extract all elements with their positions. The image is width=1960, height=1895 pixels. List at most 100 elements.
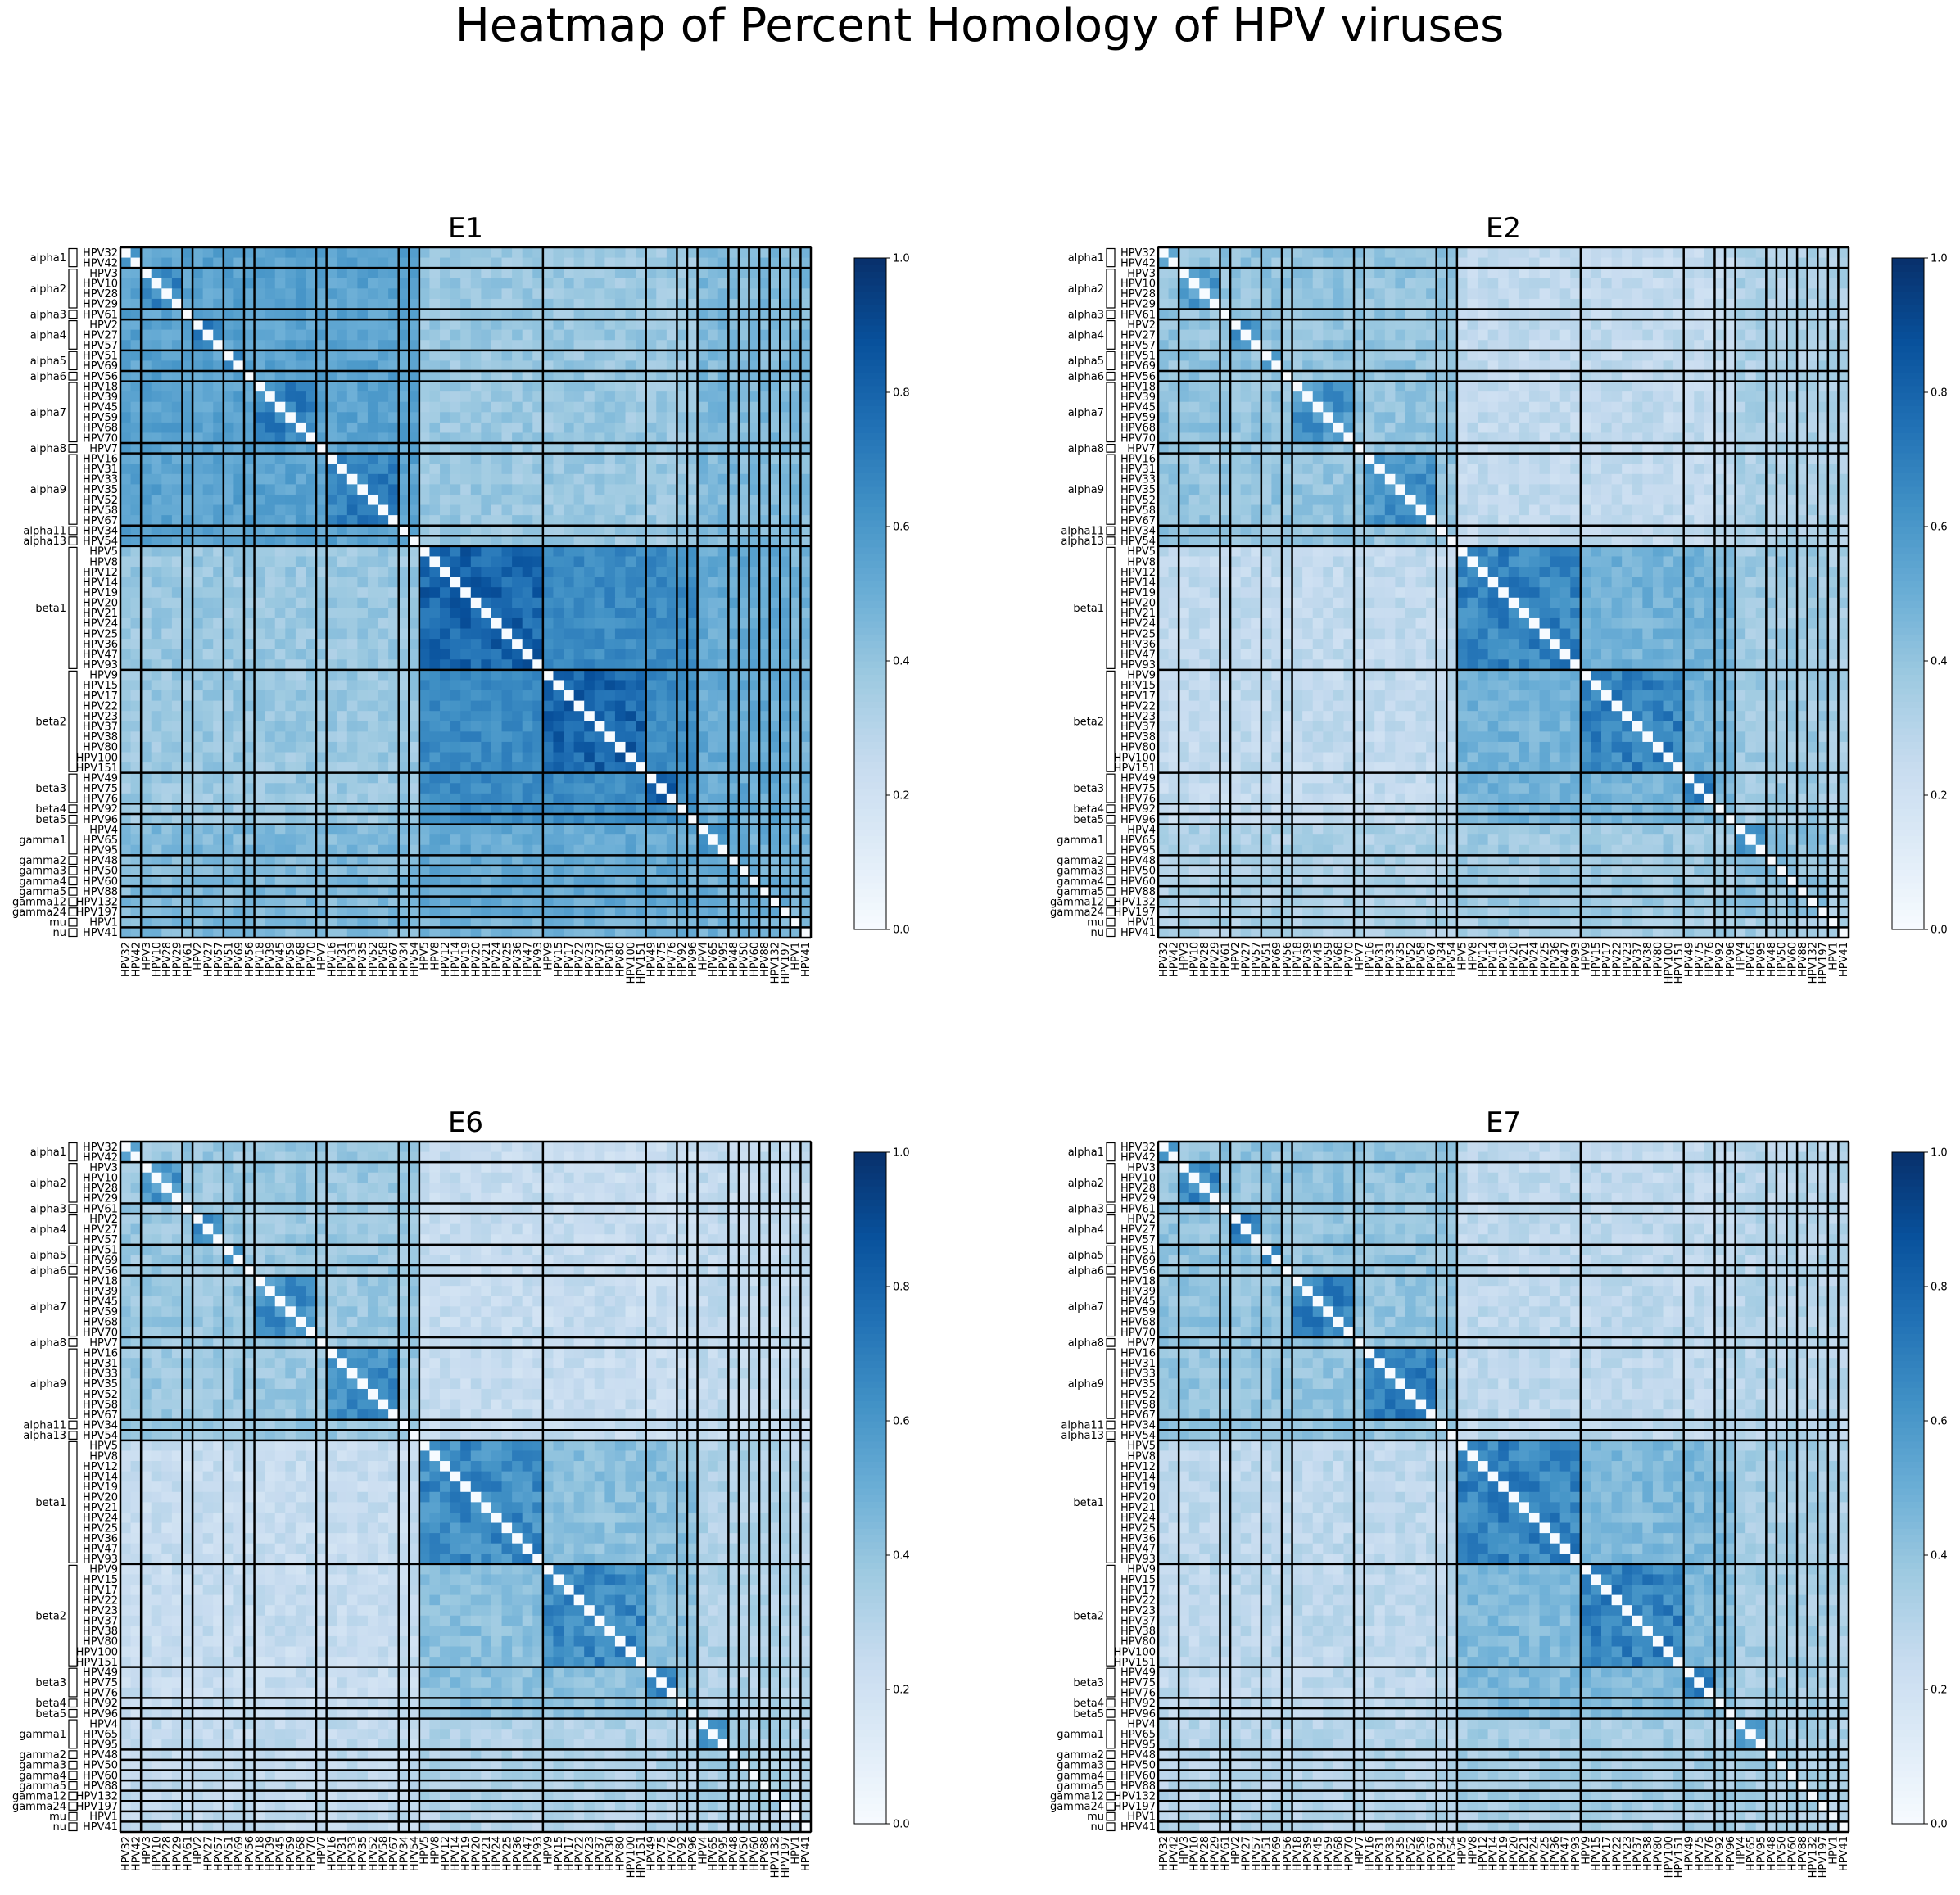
heatmap-cell bbox=[542, 567, 555, 578]
heatmap-cell bbox=[326, 659, 337, 671]
heatmap-cell bbox=[666, 443, 678, 455]
heatmap-cell bbox=[254, 762, 265, 774]
heatmap-cell bbox=[151, 453, 162, 464]
heatmap-cell bbox=[1508, 247, 1519, 259]
heatmap-cell bbox=[192, 370, 204, 382]
heatmap-cell bbox=[357, 700, 369, 712]
heatmap-cell bbox=[130, 464, 142, 475]
heatmap-cell bbox=[614, 824, 627, 835]
heatmap-cell bbox=[553, 536, 564, 547]
heatmap-cell bbox=[769, 783, 781, 794]
heatmap-cell bbox=[337, 608, 348, 619]
heatmap-cell bbox=[759, 886, 771, 898]
y-tick-label: HPV56 bbox=[83, 371, 118, 383]
colorbar-segment bbox=[854, 902, 886, 910]
heatmap-cell bbox=[708, 752, 719, 763]
heatmap-cell bbox=[285, 340, 296, 351]
heatmap-cell bbox=[429, 370, 441, 382]
heatmap-cell bbox=[625, 525, 636, 536]
group-label: alpha2 bbox=[30, 283, 66, 296]
heatmap-cell bbox=[346, 545, 358, 558]
heatmap-cell bbox=[171, 762, 183, 774]
heatmap-cell bbox=[564, 340, 575, 351]
heatmap-cell bbox=[604, 515, 616, 527]
heatmap-cell bbox=[306, 875, 317, 887]
heatmap-cell bbox=[254, 639, 265, 650]
heatmap-cell bbox=[141, 628, 152, 640]
heatmap-cell bbox=[1199, 257, 1211, 269]
heatmap-cell bbox=[388, 659, 400, 671]
heatmap-cell bbox=[728, 875, 740, 887]
heatmap-cell bbox=[656, 865, 668, 877]
heatmap-cell bbox=[564, 370, 575, 382]
heatmap-cell bbox=[295, 844, 307, 856]
heatmap-cell bbox=[636, 608, 647, 619]
heatmap-cell bbox=[130, 721, 142, 732]
heatmap-cell bbox=[636, 824, 647, 835]
heatmap-cell bbox=[171, 875, 183, 887]
heatmap-cell bbox=[759, 628, 771, 640]
colorbar-segment bbox=[854, 258, 886, 265]
heatmap-cell bbox=[409, 453, 420, 464]
heatmap-cell bbox=[656, 639, 668, 650]
heatmap-cell bbox=[182, 680, 193, 691]
heatmap-cell bbox=[254, 587, 265, 599]
heatmap-cell bbox=[171, 834, 183, 846]
heatmap-cell bbox=[171, 278, 183, 289]
heatmap-cell bbox=[614, 515, 627, 527]
heatmap-cell bbox=[295, 391, 307, 403]
heatmap-cell bbox=[233, 916, 245, 929]
heatmap-cell bbox=[316, 556, 328, 568]
y-tick-label: HPV67 bbox=[83, 515, 118, 527]
heatmap-cell bbox=[337, 762, 348, 774]
heatmap-cell bbox=[614, 401, 627, 413]
heatmap-cell bbox=[697, 464, 708, 475]
heatmap-cell bbox=[728, 608, 740, 619]
heatmap-cell bbox=[636, 340, 647, 351]
heatmap-cell bbox=[357, 556, 369, 568]
heatmap-cell bbox=[800, 649, 812, 660]
heatmap-cell bbox=[738, 752, 750, 763]
heatmap-cell bbox=[141, 896, 152, 907]
heatmap-cell bbox=[625, 649, 636, 660]
heatmap-cell bbox=[738, 340, 750, 351]
heatmap-cell bbox=[182, 886, 193, 898]
heatmap-cell bbox=[749, 700, 760, 712]
y-tick-label: HPV151 bbox=[76, 762, 118, 775]
heatmap-cell bbox=[749, 711, 760, 722]
heatmap-cell bbox=[491, 907, 503, 918]
heatmap-cell bbox=[337, 567, 348, 578]
heatmap-cell bbox=[800, 329, 812, 341]
group-label: gamma5 bbox=[19, 886, 66, 898]
group-labels: alpha1alpha2alpha3alpha4alpha5alpha6alph… bbox=[12, 247, 78, 939]
heatmap-cell bbox=[604, 370, 616, 382]
heatmap-cell bbox=[337, 721, 348, 732]
heatmap-cell bbox=[604, 504, 616, 516]
y-tick-label: HPV39 bbox=[83, 391, 118, 404]
heatmap-cell bbox=[749, 783, 760, 794]
heatmap-cell bbox=[759, 875, 771, 887]
heatmap-cell bbox=[553, 329, 564, 341]
heatmap-cell bbox=[636, 814, 647, 825]
heatmap-cell bbox=[306, 762, 317, 774]
heatmap-cell bbox=[728, 453, 740, 464]
heatmap-cell bbox=[233, 824, 245, 835]
heatmap-cell bbox=[800, 432, 812, 444]
heatmap-cell bbox=[501, 680, 513, 691]
heatmap-cell bbox=[697, 473, 708, 485]
heatmap-cell bbox=[584, 896, 595, 907]
heatmap-cell bbox=[429, 649, 441, 660]
heatmap-cell bbox=[429, 597, 441, 608]
heatmap-cell bbox=[326, 494, 337, 506]
heatmap-cell bbox=[326, 278, 337, 289]
heatmap-cell bbox=[512, 824, 523, 835]
heatmap-cell bbox=[233, 617, 245, 630]
heatmap-cell bbox=[1827, 257, 1840, 269]
heatmap-cell bbox=[378, 370, 389, 382]
heatmap-cell bbox=[687, 247, 699, 259]
heatmap-cell bbox=[717, 916, 729, 929]
heatmap-cell bbox=[265, 814, 276, 825]
heatmap-cell bbox=[130, 278, 142, 289]
heatmap-cell bbox=[243, 896, 256, 907]
heatmap-cell bbox=[573, 597, 585, 608]
